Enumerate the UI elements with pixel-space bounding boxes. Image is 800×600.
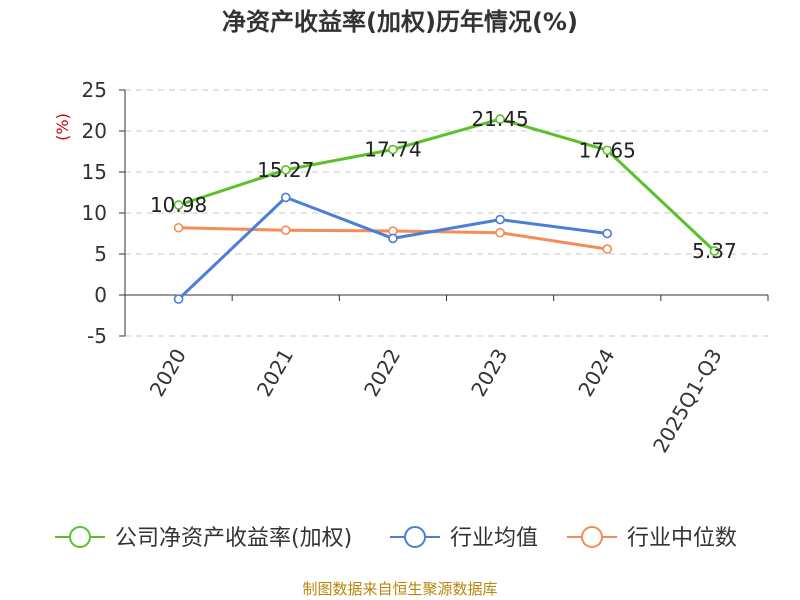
data-point xyxy=(173,222,184,233)
x-tick-label: 2021 xyxy=(252,345,298,401)
data-point xyxy=(388,233,398,244)
y-tick-label: -5 xyxy=(87,324,107,348)
x-tick-label: 2020 xyxy=(145,345,191,401)
legend-marker xyxy=(404,526,426,548)
data-point xyxy=(602,244,613,254)
data-label: 15.27 xyxy=(257,158,314,182)
x-tick-label: 2025Q1-Q3 xyxy=(648,345,727,457)
chart-title: 净资产收益率(加权)历年情况(%) xyxy=(222,8,578,36)
data-point xyxy=(280,164,291,175)
legend-marker xyxy=(581,526,603,548)
y-tick-label: 20 xyxy=(82,119,107,143)
legend-label: 公司净资产收益率(加权) xyxy=(115,526,352,551)
data-point xyxy=(173,200,184,210)
data-label: 10.98 xyxy=(150,193,207,217)
data-labels: 10.98 15.27 17.74 21.45 17.65 5.37 xyxy=(150,107,737,263)
y-tick-label: 25 xyxy=(82,78,107,102)
data-point xyxy=(602,145,613,156)
y-tick-label: 0 xyxy=(94,283,107,307)
axes: 25 20 15 10 5 0 -5 2020 2021 2022 2023 2024 2025Q1-Q… xyxy=(82,78,769,457)
data-point xyxy=(495,227,505,238)
data-point xyxy=(495,214,505,225)
x-tick-label: 2024 xyxy=(573,345,619,401)
data-point xyxy=(388,144,398,155)
data-label: 17.74 xyxy=(364,138,421,162)
y-tick-label: 10 xyxy=(82,201,107,225)
y-tick-label: 15 xyxy=(82,160,107,184)
legend-label: 行业中位数 xyxy=(627,526,737,551)
data-point xyxy=(495,114,505,124)
series-line xyxy=(178,117,716,253)
x-tick-label: 2023 xyxy=(466,345,512,401)
x-tick-label: 2022 xyxy=(359,345,405,401)
data-point xyxy=(602,228,613,239)
legend: 公司净资产收益率(加权) 行业均值 行业中位数 xyxy=(55,526,737,551)
data-point xyxy=(280,225,291,236)
legend-marker xyxy=(69,526,91,548)
data-label: 5.37 xyxy=(692,239,737,263)
data-label: 21.45 xyxy=(471,107,528,131)
grid xyxy=(125,89,768,337)
source-note: 制图数据来自恒生聚源数据库 xyxy=(302,580,497,598)
y-axis-unit: (%) xyxy=(53,113,72,141)
legend-label: 行业均值 xyxy=(450,526,538,551)
series-layer xyxy=(173,114,720,304)
data-label: 17.65 xyxy=(579,138,636,162)
data-point xyxy=(280,192,291,203)
data-point xyxy=(709,246,720,256)
data-point xyxy=(173,294,184,304)
y-tick-label: 5 xyxy=(94,242,107,266)
